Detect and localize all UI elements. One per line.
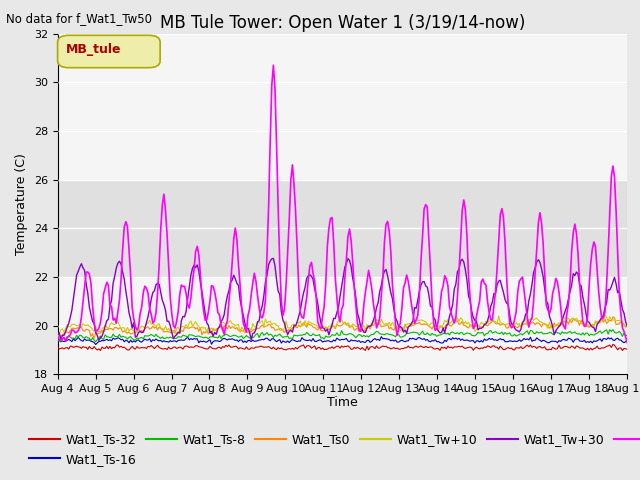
FancyBboxPatch shape [58,36,160,68]
Y-axis label: Temperature (C): Temperature (C) [15,153,28,255]
Title: MB Tule Tower: Open Water 1 (3/19/14-now): MB Tule Tower: Open Water 1 (3/19/14-now… [160,14,525,32]
Text: No data for f_Wat1_Tw50: No data for f_Wat1_Tw50 [6,12,152,25]
Text: MB_tule: MB_tule [66,44,122,57]
X-axis label: Time: Time [327,396,358,408]
Bar [58,180,627,277]
Legend: Wat1_Ts-32, Wat1_Ts-16, Wat1_Ts-8, Wat1_Ts0, Wat1_Tw+10, Wat1_Tw+30, Wat1_Tw100: Wat1_Ts-32, Wat1_Ts-16, Wat1_Ts-8, Wat1_… [24,428,640,470]
